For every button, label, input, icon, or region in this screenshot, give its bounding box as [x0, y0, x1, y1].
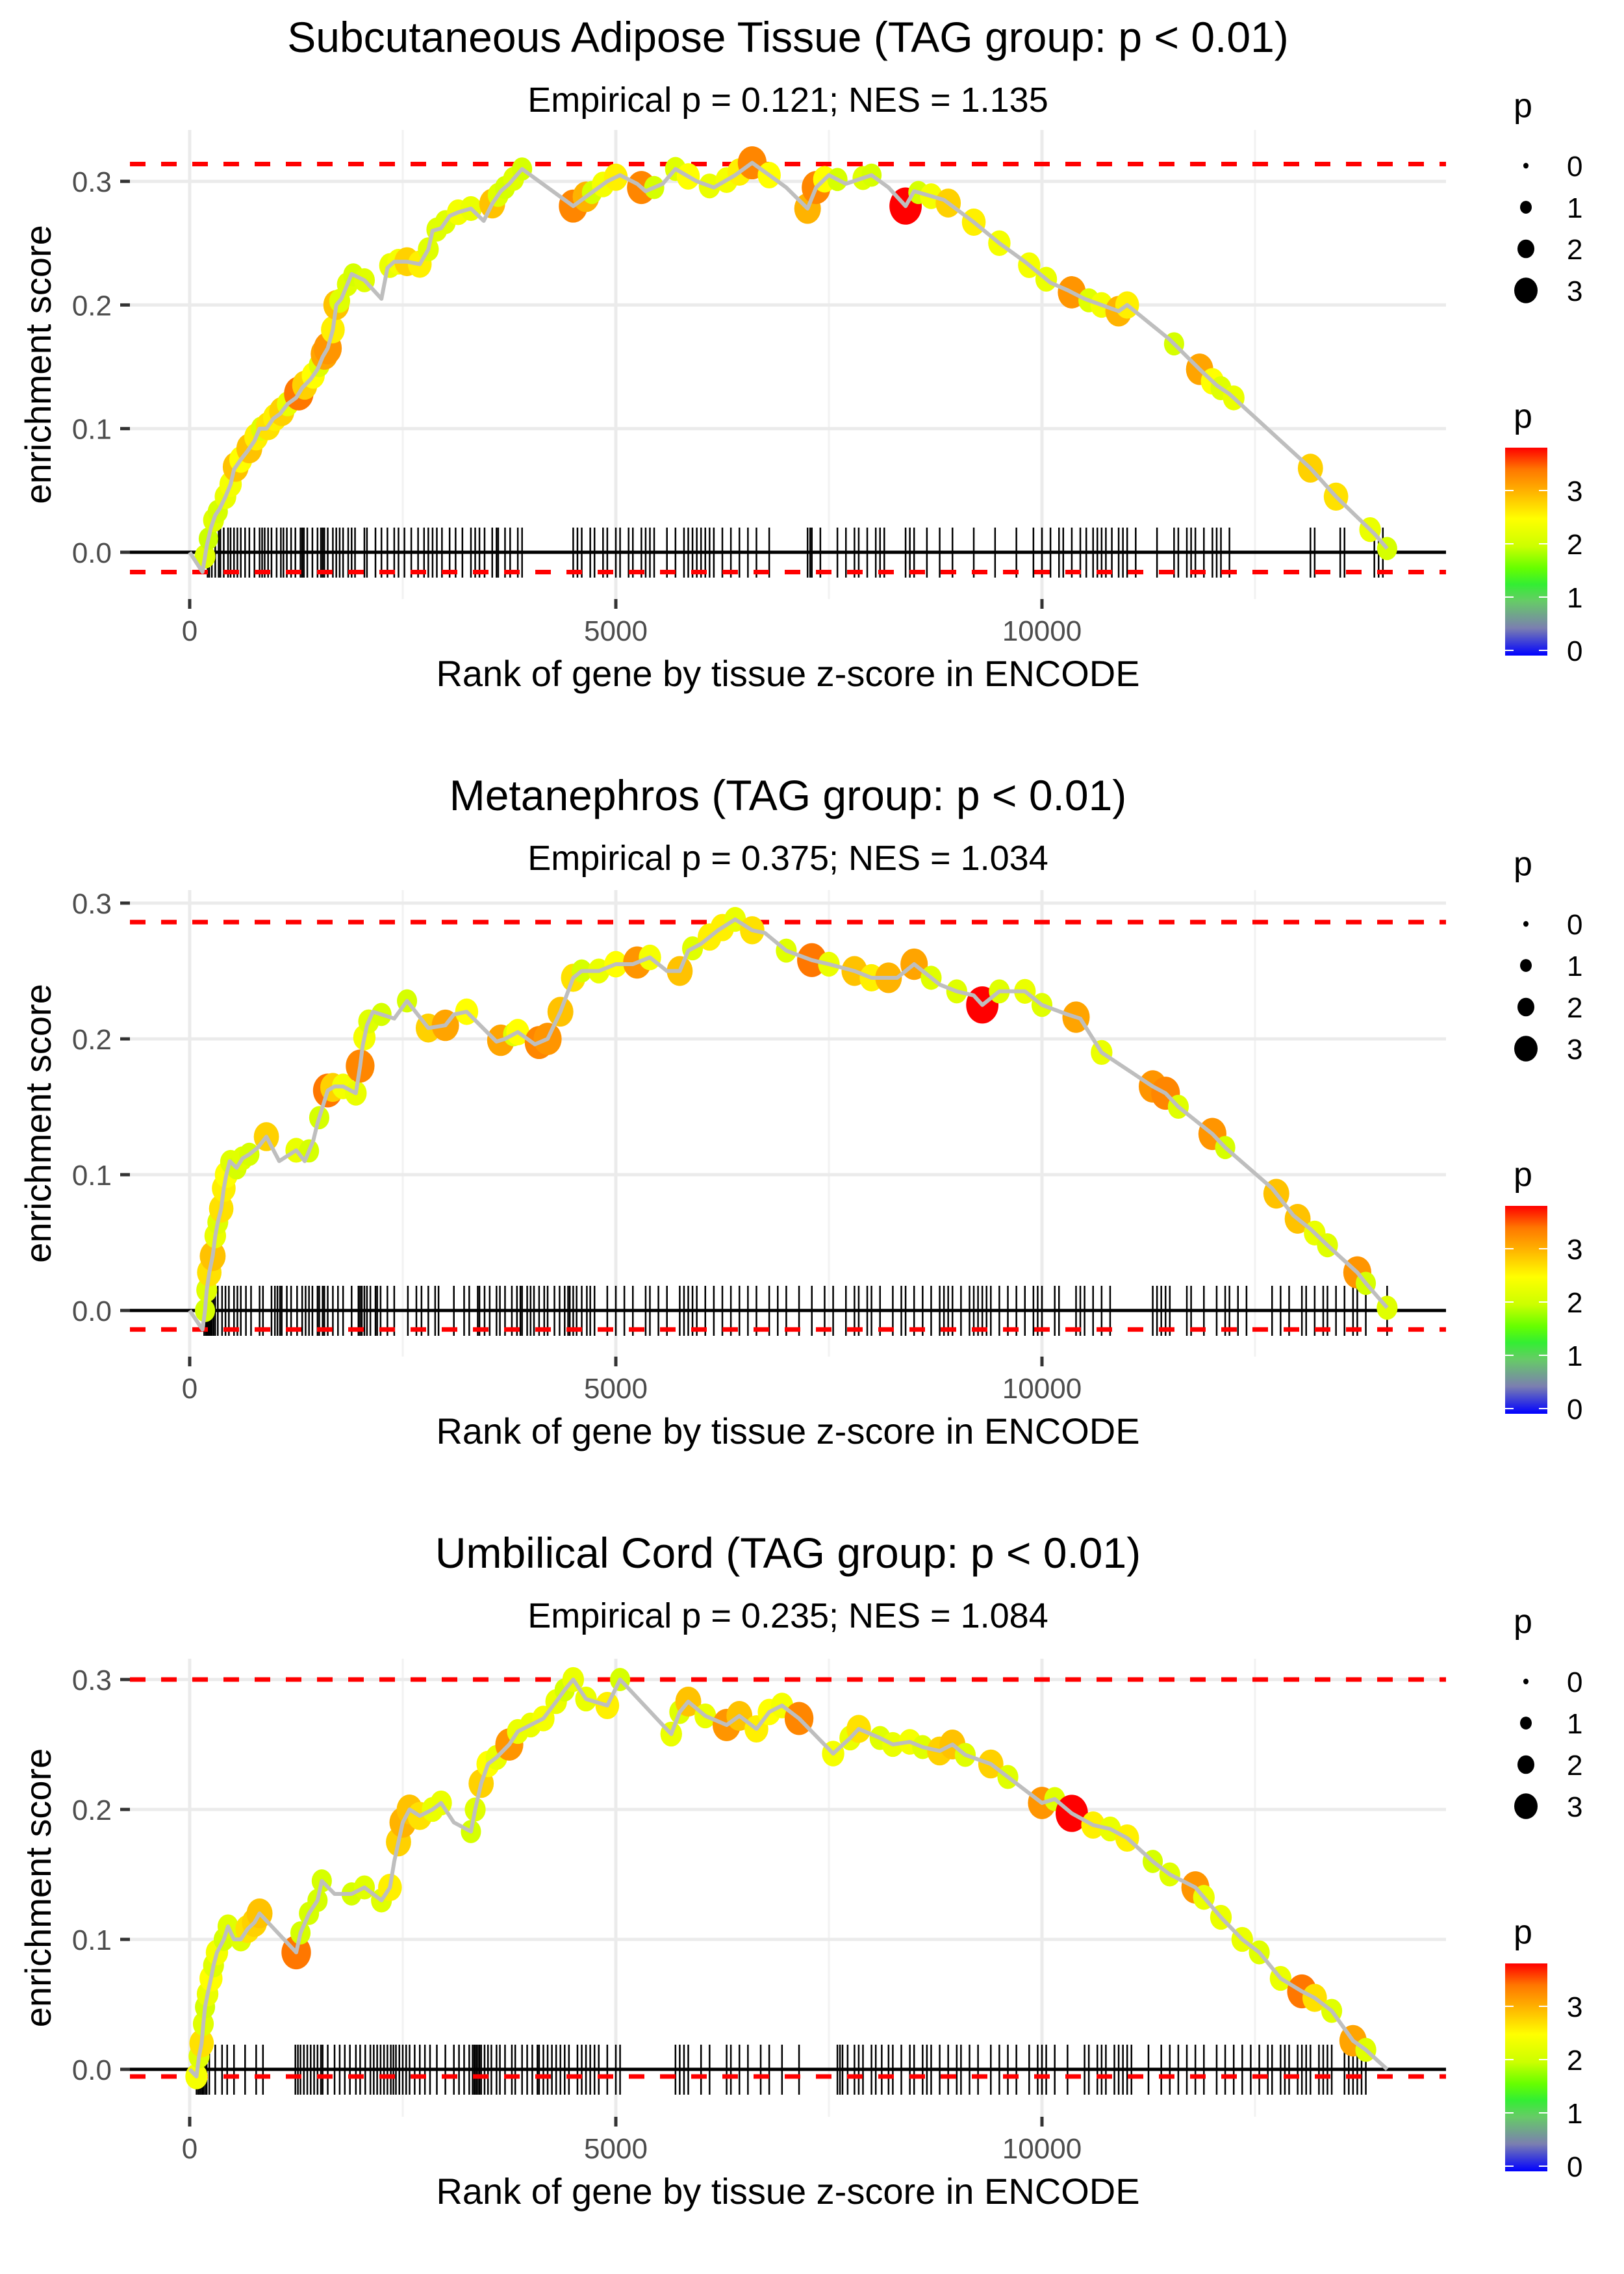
chart-subtitle: Empirical p = 0.235; NES = 1.084 [527, 1596, 1048, 1635]
size-legend-dot [1514, 277, 1538, 303]
colorbar-label: 0 [1567, 2151, 1582, 2183]
colorbar-label: 3 [1567, 1234, 1582, 1266]
size-legend-dot [1517, 997, 1534, 1017]
colorbar-label: 2 [1567, 1287, 1582, 1319]
colorbar-label: 0 [1567, 1394, 1582, 1425]
size-legend-label: 1 [1567, 951, 1582, 982]
colorbar [1505, 448, 1547, 656]
x-axis-label: Rank of gene by tissue z-score in ENCODE [436, 2171, 1139, 2212]
size-legend-title: p [1514, 845, 1532, 883]
size-legend-dot [1523, 921, 1529, 927]
panel-3: Umbilical Cord (TAG group: p < 0.01) Empi… [18, 1529, 1582, 2212]
size-legend-title: p [1514, 1603, 1532, 1641]
y-axis-label: enrichment score [18, 1748, 58, 2028]
running-es-curve [188, 1678, 1389, 2078]
x-tick-label: 5000 [584, 615, 648, 647]
y-tick-label: 0.0 [72, 1296, 112, 1327]
size-legend-label: 2 [1567, 234, 1582, 266]
running-es-curve [188, 160, 1389, 574]
x-tick-label: 0 [182, 615, 197, 647]
size-legend-dot [1517, 239, 1534, 259]
size-legend-label: 2 [1567, 992, 1582, 1024]
size-legend-dot [1520, 959, 1532, 972]
size-legend-dot [1514, 1036, 1538, 1062]
x-tick-label: 0 [182, 2133, 197, 2165]
hit-points [185, 1667, 1377, 2089]
hit-points [195, 906, 1398, 1322]
chart-subtitle: Empirical p = 0.121; NES = 1.135 [527, 81, 1048, 120]
gridlines [130, 130, 1446, 599]
hit-points [194, 146, 1397, 568]
size-legend-dot [1523, 162, 1529, 169]
color-legend-title: p [1514, 1913, 1532, 1951]
colorbar-label: 2 [1567, 529, 1582, 561]
size-legend-label: 1 [1567, 1708, 1582, 1740]
color-legend: p 0 1 2 3 [1505, 1913, 1582, 2183]
size-legend-dot [1514, 1793, 1538, 1819]
x-tick-label: 10000 [1002, 615, 1082, 647]
y-tick-label: 0.1 [72, 1924, 112, 1956]
colorbar-label: 2 [1567, 2045, 1582, 2076]
panel-1: Subcutaneous Adipose Tissue (TAG group: … [18, 13, 1582, 694]
colorbar-label: 1 [1567, 582, 1582, 614]
color-legend: p 0 1 2 3 [1505, 398, 1582, 667]
size-legend-dot [1517, 1755, 1534, 1774]
y-tick-label: 0.2 [72, 1024, 112, 1056]
y-tick-label: 0.0 [72, 2054, 112, 2086]
chart-title: Umbilical Cord (TAG group: p < 0.01) [435, 1529, 1141, 1577]
y-tick-label: 0.3 [72, 1665, 112, 1696]
chart-title: Metanephros (TAG group: p < 0.01) [450, 771, 1127, 819]
y-tick-label: 0.0 [72, 537, 112, 569]
size-legend: p 0 1 2 3 [1514, 1603, 1582, 1823]
colorbar-label: 3 [1567, 1991, 1582, 2023]
y-axis-label: enrichment score [18, 225, 58, 504]
colorbar-label: 1 [1567, 1340, 1582, 1372]
size-legend-label: 0 [1567, 909, 1582, 941]
colorbar [1505, 1963, 1547, 2171]
x-tick-label: 5000 [584, 1373, 648, 1405]
running-es-curve [188, 917, 1389, 1332]
gridlines [130, 890, 1446, 1357]
size-legend-label: 3 [1567, 1791, 1582, 1823]
x-tick-label: 0 [182, 1373, 197, 1405]
color-legend-title: p [1514, 1156, 1532, 1194]
size-legend-dot [1520, 201, 1532, 214]
x-axis-label: Rank of gene by tissue z-score in ENCODE [436, 1411, 1139, 1451]
chart-title: Subcutaneous Adipose Tissue (TAG group: … [287, 13, 1289, 61]
y-tick-label: 0.1 [72, 414, 112, 446]
size-legend-label: 3 [1567, 1034, 1582, 1066]
y-axis-label: enrichment score [18, 984, 58, 1263]
size-legend-dot [1523, 1678, 1529, 1685]
size-legend-label: 1 [1567, 192, 1582, 224]
size-legend-label: 2 [1567, 1750, 1582, 1782]
y-tick-label: 0.1 [72, 1160, 112, 1192]
color-legend: p 0 1 2 3 [1505, 1156, 1582, 1425]
size-legend-title: p [1514, 87, 1532, 125]
colorbar-label: 1 [1567, 2098, 1582, 2130]
chart-subtitle: Empirical p = 0.375; NES = 1.034 [527, 839, 1048, 878]
colorbar [1505, 1206, 1547, 1414]
size-legend-label: 0 [1567, 1667, 1582, 1698]
colorbar-label: 0 [1567, 635, 1582, 667]
size-legend-label: 3 [1567, 275, 1582, 307]
x-tick-label: 10000 [1002, 1373, 1082, 1405]
x-tick-label: 10000 [1002, 2133, 1082, 2165]
size-legend: p 0 1 2 3 [1514, 845, 1582, 1066]
size-legend-label: 0 [1567, 151, 1582, 183]
y-tick-label: 0.2 [72, 1795, 112, 1826]
size-legend: p 0 1 2 3 [1514, 87, 1582, 307]
y-tick-label: 0.3 [72, 888, 112, 920]
y-tick-label: 0.2 [72, 290, 112, 322]
x-axis-label: Rank of gene by tissue z-score in ENCODE [436, 653, 1139, 694]
panel-2: Metanephros (TAG group: p < 0.01) Empiric… [18, 771, 1582, 1451]
colorbar-label: 3 [1567, 476, 1582, 507]
y-tick-label: 0.3 [72, 166, 112, 198]
color-legend-title: p [1514, 398, 1532, 435]
size-legend-dot [1520, 1717, 1532, 1730]
x-tick-label: 5000 [584, 2133, 648, 2165]
